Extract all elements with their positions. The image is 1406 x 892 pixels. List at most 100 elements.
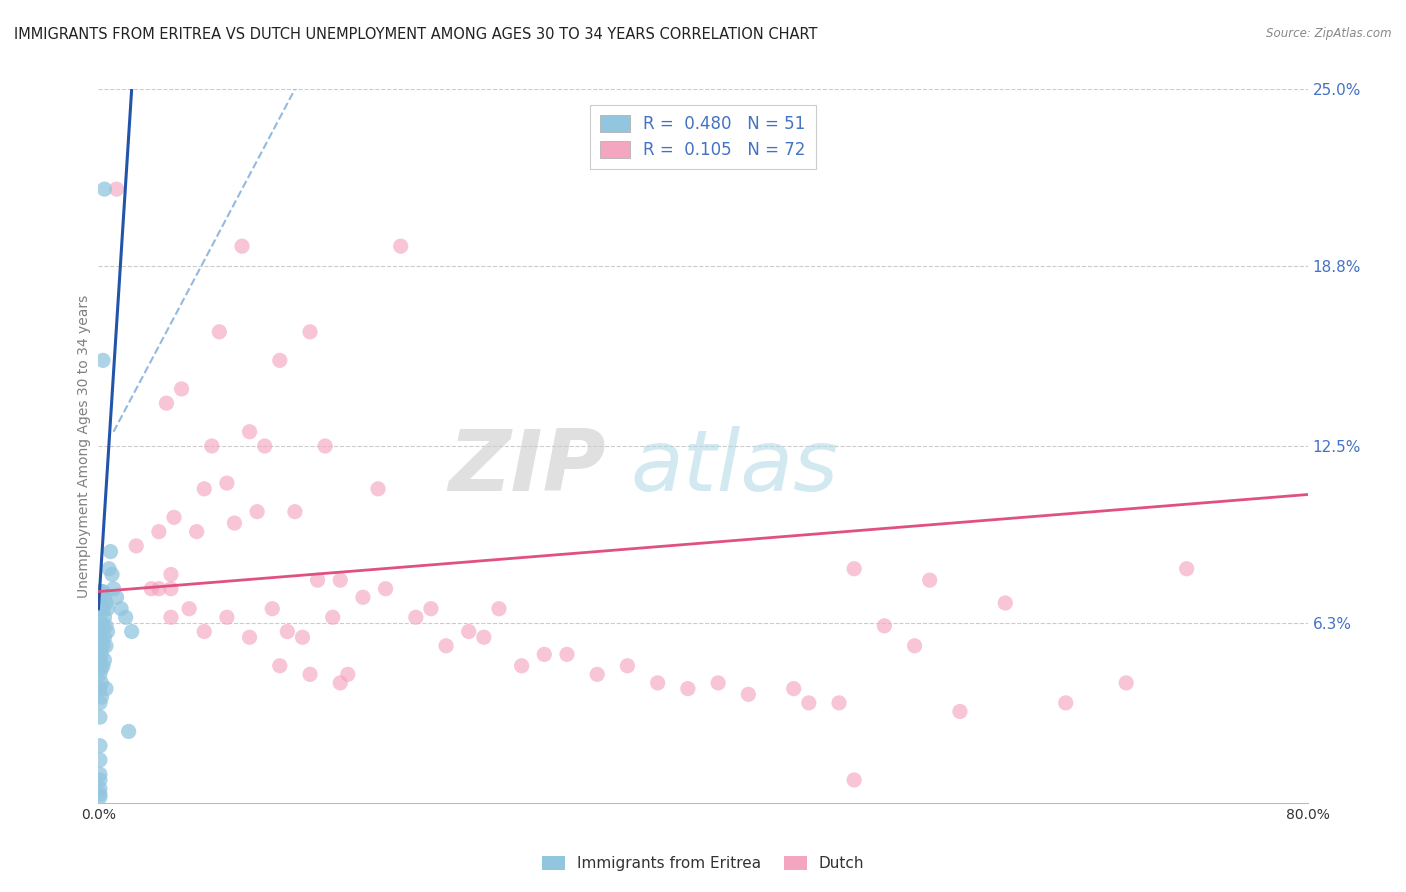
Point (89, 790, 111, 805)
Point (89, 739, 111, 753)
Point (94, 681, 117, 696)
Point (208, 325, 231, 339)
Point (89, 772, 111, 787)
Point (186, 524, 208, 539)
Point (918, 573, 941, 587)
Point (91, 584, 114, 599)
Point (215, 476, 238, 491)
Point (90, 662, 112, 676)
Point (91, 353, 114, 368)
Point (103, 582, 125, 596)
Y-axis label: Unemployment Among Ages 30 to 34 years: Unemployment Among Ages 30 to 34 years (77, 294, 91, 598)
Point (276, 624, 298, 639)
Point (125, 539, 148, 553)
Text: atlas: atlas (630, 425, 838, 509)
Point (96, 601, 118, 615)
Point (91, 658, 114, 673)
Point (121, 624, 143, 639)
Point (118, 25, 141, 39)
Point (873, 619, 896, 633)
Point (163, 510, 186, 524)
Point (89, 681, 111, 696)
Point (616, 658, 638, 673)
Point (93, 182, 115, 196)
Point (253, 439, 276, 453)
Point (89, 596, 111, 610)
Point (148, 524, 170, 539)
Point (367, 482, 389, 496)
Point (707, 676, 730, 690)
Point (114, 610, 136, 624)
Point (160, 582, 183, 596)
Point (434, 639, 457, 653)
Point (90, 676, 112, 690)
Point (90, 633, 112, 648)
Point (994, 596, 1017, 610)
Point (91, 619, 114, 633)
Point (94, 619, 117, 633)
Point (91, 639, 114, 653)
Point (224, 516, 246, 530)
Point (904, 639, 927, 653)
Point (94, 596, 117, 610)
Text: ZIP: ZIP (449, 425, 606, 509)
Point (93, 630, 115, 644)
Point (314, 439, 336, 453)
Point (269, 353, 291, 368)
Point (89, 653, 111, 667)
Point (89, 696, 111, 710)
Point (98, 562, 121, 576)
Point (269, 658, 291, 673)
Point (90, 619, 112, 633)
Point (201, 439, 224, 453)
Point (110, 601, 132, 615)
Point (1115, 676, 1137, 690)
Point (193, 482, 215, 496)
Point (89, 781, 111, 796)
Point (329, 573, 352, 587)
Point (91, 601, 114, 615)
Point (783, 681, 806, 696)
Point (160, 567, 183, 582)
Text: Source: ZipAtlas.com: Source: ZipAtlas.com (1267, 27, 1392, 40)
Point (828, 696, 851, 710)
Point (352, 591, 374, 605)
Point (676, 681, 699, 696)
Point (299, 325, 322, 339)
Point (170, 382, 193, 396)
Point (389, 239, 412, 253)
Point (844, 562, 866, 576)
Point (89, 767, 111, 781)
Point (284, 505, 307, 519)
Point (148, 582, 170, 596)
Point (949, 705, 972, 719)
Point (90, 648, 112, 662)
Point (96, 624, 118, 639)
Point (100, 544, 122, 558)
Point (93, 591, 115, 605)
Point (89, 753, 111, 767)
Legend: Immigrants from Eritrea, Dutch: Immigrants from Eritrea, Dutch (536, 850, 870, 877)
Point (89, 667, 111, 681)
Point (89, 584, 111, 599)
Point (89, 624, 111, 639)
Point (533, 648, 555, 662)
Point (105, 182, 128, 196)
Point (457, 624, 479, 639)
Point (90, 584, 112, 599)
Point (93, 610, 115, 624)
Point (155, 396, 177, 410)
Point (405, 610, 427, 624)
Point (472, 630, 495, 644)
Point (737, 687, 759, 701)
Point (141, 582, 163, 596)
Text: IMMIGRANTS FROM ERITREA VS DUTCH UNEMPLOYMENT AMONG AGES 30 TO 34 YEARS CORRELAT: IMMIGRANTS FROM ERITREA VS DUTCH UNEMPLO… (14, 27, 817, 42)
Point (1054, 696, 1077, 710)
Point (231, 239, 253, 253)
Point (586, 667, 609, 681)
Point (844, 772, 866, 787)
Point (510, 658, 533, 673)
Point (374, 582, 396, 596)
Point (291, 630, 314, 644)
Point (89, 639, 111, 653)
